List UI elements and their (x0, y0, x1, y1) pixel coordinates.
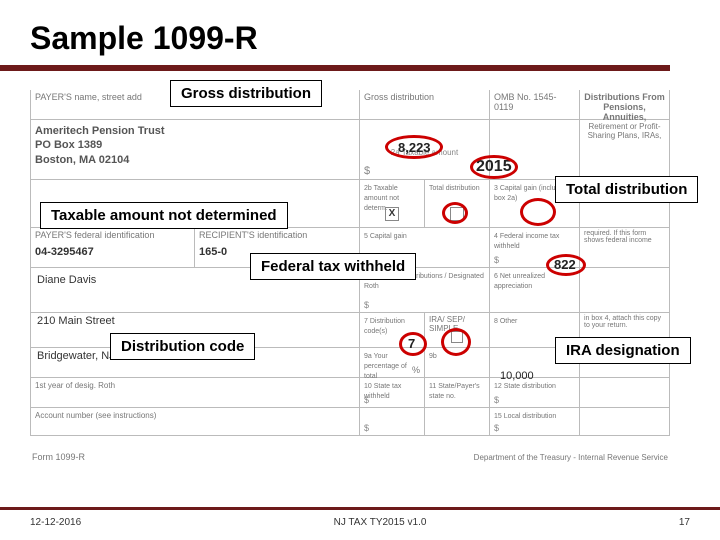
pct: % (412, 365, 420, 375)
label-dist-from: Distributions From Pensions, Annuities, (580, 90, 670, 119)
fed-id-cell: PAYER'S federal identification 04-329546… (30, 228, 195, 267)
d13: $ (364, 423, 369, 433)
note4 (580, 378, 670, 407)
note5 (580, 408, 670, 435)
form-number: Form 1099-R (32, 452, 85, 462)
payer-city: Boston, MA 02104 (35, 153, 355, 167)
label-box5: 5 Capital gain (364, 233, 407, 240)
fed-id-value: 04-3295467 (35, 246, 190, 258)
value-total-dist: 10,000 (500, 370, 534, 382)
b15: 15 Local distribution $ (490, 408, 580, 435)
box2b: 2b Taxable amount not determ. X (360, 180, 425, 227)
label-b12: 12 State distribution (494, 383, 556, 390)
label-b15: 15 Local distribution (494, 413, 556, 420)
dollar-sign: $ (364, 165, 370, 177)
callout-total: Total distribution (555, 176, 698, 203)
acct: Account number (see instructions) (30, 408, 360, 435)
circle-fedw (546, 254, 586, 276)
label-plans: Retirement or Profit-Sharing Plans, IRAs… (580, 120, 670, 179)
circle-x (442, 202, 468, 224)
label-9b: 9b (429, 353, 437, 360)
callout-ira: IRA designation (555, 337, 691, 364)
b12: 12 State distribution $ (490, 378, 580, 407)
label-box1: Gross distribution (360, 90, 490, 119)
footer: 12-12-2016 NJ TAX TY2015 v1.0 17 (30, 517, 690, 528)
payer-po: PO Box 1389 (35, 138, 355, 152)
circle-gross (385, 135, 443, 159)
box2b-check: X (385, 207, 399, 221)
payer-block: Ameritech Pension Trust PO Box 1389 Bost… (30, 120, 360, 179)
d12: $ (494, 395, 499, 405)
callout-gross: Gross distribution (170, 80, 322, 107)
dollar-4: $ (494, 255, 499, 265)
callout-code: Distribution code (110, 333, 255, 360)
label-rec-id: RECIPIENT'S identification (199, 230, 355, 240)
payer-name: Ameritech Pension Trust (35, 124, 355, 138)
label-box4: 4 Federal income tax withheld (494, 233, 559, 250)
roth-cell: 1st year of desig. Roth (30, 378, 360, 407)
label-b10: 10 State tax withheld (364, 383, 401, 400)
label-net: 6 Net unrealized appreciation (494, 273, 545, 290)
label-acct: Account number (see instructions) (35, 411, 156, 420)
note2 (580, 268, 670, 312)
circle-ira (441, 328, 471, 356)
footer-rule (0, 507, 720, 510)
label-9a: 9a Your percentage of total (364, 353, 407, 380)
b10: 10 State tax withheld$ (360, 378, 425, 407)
footer-center: NJ TAX TY2015 v1.0 (334, 517, 427, 528)
label-b11: 11 State/Payer's state no. (429, 383, 480, 400)
label-omb: OMB No. 1545-0119 (490, 90, 580, 119)
irs-dept: Department of the Treasury - Internal Re… (474, 453, 668, 462)
callout-fed: Federal tax withheld (250, 253, 416, 280)
label-fed-id: PAYER'S federal identification (35, 230, 190, 240)
d15: $ (494, 423, 499, 433)
b13: $ (360, 408, 425, 435)
label-roth: 1st year of desig. Roth (35, 381, 115, 390)
label-total: Total distribution (429, 185, 480, 192)
b11: 11 State/Payer's state no. (425, 378, 490, 407)
dollar-emp: $ (364, 300, 369, 310)
circle-year (470, 155, 518, 179)
note: required. If this form shows federal inc… (580, 228, 670, 267)
page-title: Sample 1099-R (30, 20, 258, 57)
circle-box7 (399, 332, 427, 356)
label-box7: 7 Distribution code(s) (364, 318, 405, 335)
d10: $ (364, 395, 369, 405)
footer-date: 12-12-2016 (30, 517, 81, 528)
label-box8: 8 Other (494, 318, 517, 325)
footer-page: 17 (679, 517, 690, 528)
b14 (425, 408, 490, 435)
title-rule (0, 65, 670, 71)
circle-total (520, 198, 556, 226)
callout-taxable: Taxable amount not determined (40, 202, 288, 229)
